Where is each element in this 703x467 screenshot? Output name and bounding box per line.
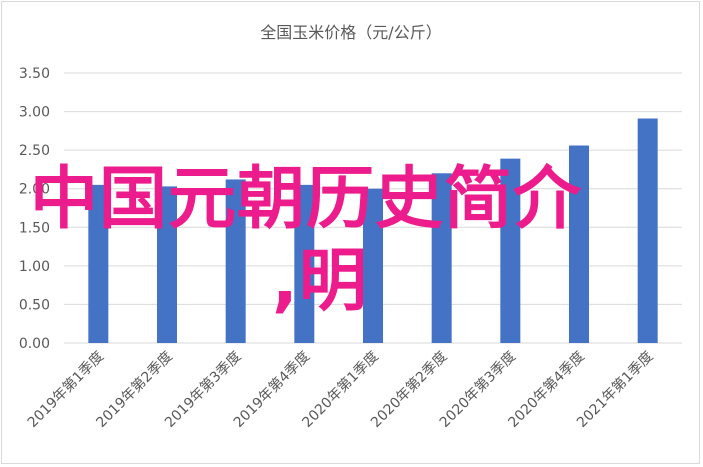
bar [88,184,109,343]
y-tick-label: 1.00 [19,259,50,275]
bar [294,184,315,343]
y-tick-label: 0.50 [19,297,50,313]
y-tick-label: 2.00 [19,182,50,198]
bar [637,118,658,343]
bar [569,145,589,343]
y-axis-ticks: 0.00 0.50 1.00 1.50 2.00 2.50 3.00 3.50 [19,66,50,352]
y-tick-label: 1.50 [19,220,50,236]
bar [431,173,452,343]
bar [157,186,177,343]
bar [363,188,383,343]
bars [88,118,658,343]
chart-title: 全国玉米价格（元/公斤） [260,23,441,42]
y-tick-label: 2.50 [19,143,50,159]
bar [500,158,521,343]
y-tick-label: 0.00 [19,336,50,352]
overlay-text-line2: ,明 [272,242,368,321]
y-tick-label: 3.50 [19,66,50,82]
x-axis-ticks: 2019年第1季度2019年第2季度2019年第3季度2019年第4季度2020… [24,348,656,431]
overlay-text-line1: 中国元朝历史简介 [30,160,583,239]
y-tick-label: 3.00 [19,105,50,121]
bar [225,179,246,343]
